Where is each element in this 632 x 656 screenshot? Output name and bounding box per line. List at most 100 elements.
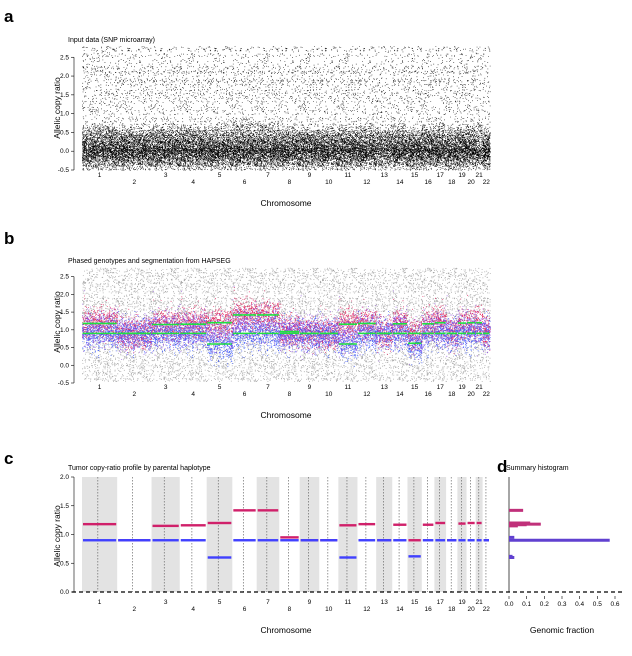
panel-a-y-tick-label: 2.5 xyxy=(60,54,69,61)
panel-c-chr-label: 3 xyxy=(164,599,168,606)
panel-b-gray-points xyxy=(82,267,491,382)
panel-c-low-segment xyxy=(339,556,357,559)
panel-c-chr-label: 12 xyxy=(363,606,371,613)
panel-c-chr-label: 20 xyxy=(467,606,475,613)
panel-c-shade-band xyxy=(82,477,118,592)
panel-c-chromosome-labels: 1 3 5 7 9 11 13 15 17 19 212 4 6 8 10 12 14 16 18 20 22 xyxy=(98,599,491,613)
panel-c-high-segment xyxy=(339,524,357,527)
panel-c-shade-band xyxy=(434,477,447,592)
panel-b-chr-label: 16 xyxy=(424,391,432,398)
panel-a-y-tick-label: -0.5 xyxy=(58,167,70,174)
panel-c-segments xyxy=(83,509,489,559)
panel-c-shade-band xyxy=(376,477,393,592)
panel-a-chr-label: 8 xyxy=(288,179,292,186)
panel-c-chr-label: 13 xyxy=(381,599,389,606)
panel-b-y-tick-label: 1.0 xyxy=(60,327,69,334)
panel-a-chr-label: 22 xyxy=(483,179,491,186)
panel-c-chr-label: 2 xyxy=(133,606,137,613)
panel-c-high-segment xyxy=(280,536,299,539)
panel-c-low-segment xyxy=(300,539,319,542)
panel-b-y-tick-label: 1.5 xyxy=(60,309,69,316)
panel-a-y-tick-label: 0.5 xyxy=(60,129,69,136)
panel-c-low-segment xyxy=(422,539,434,542)
panel-b-points xyxy=(82,267,491,382)
panel-d-x-tick-label: 0.3 xyxy=(557,601,566,608)
panel-b-chr-label: 1 xyxy=(98,384,102,391)
panel-b-chr-label: 13 xyxy=(381,384,389,391)
panel-a-chr-label: 7 xyxy=(266,172,270,179)
panel-c-y-tick-label: 1.5 xyxy=(60,503,69,510)
panel-c-low-segment xyxy=(180,539,206,542)
panel-d-x-tick-label: 0.1 xyxy=(522,601,531,608)
panel-b-chr-label: 19 xyxy=(458,384,466,391)
panel-c-low-segment xyxy=(458,539,466,542)
panel-b-chr-label: 15 xyxy=(411,384,419,391)
panel-c-y-tick-label: 0.5 xyxy=(60,560,69,567)
panel-b-y-axis: -0.5 0.0 0.5 1.0 1.5 2.0 2.5 xyxy=(58,274,75,387)
panel-c-low-segment xyxy=(207,556,232,559)
panel-c-high-segment xyxy=(458,522,466,525)
panel-c-y-tick-label: 1.0 xyxy=(60,532,69,539)
panel-a-chr-label: 21 xyxy=(476,172,484,179)
panel-b-chr-label: 2 xyxy=(133,391,137,398)
panel-b-plot: -0.50.00.51.01.52.02.51 3 5 7 9 11 13 15 17 19 212… xyxy=(58,267,491,398)
panel-b-segments xyxy=(82,314,490,345)
panel-c-low-segment xyxy=(152,539,179,542)
panel-b-chr-label: 17 xyxy=(437,384,445,391)
panel-c-low-segment xyxy=(476,539,482,542)
panel-b-red-points xyxy=(82,287,491,355)
panel-c-ylabel: Allelic copy ratio xyxy=(52,505,62,567)
panel-c-low-segment xyxy=(377,539,392,542)
panel-b-chr-label: 9 xyxy=(308,384,312,391)
panel-c-low-segment xyxy=(408,555,421,558)
panel-a-y-tick-label: 1.0 xyxy=(60,111,69,118)
panel-c-xlabel: Chromosome xyxy=(260,625,311,635)
panel-c-chr-label: 6 xyxy=(243,606,247,613)
panel-a-chr-label: 13 xyxy=(381,172,389,179)
panel-a-chr-label: 12 xyxy=(363,179,371,186)
panel-c-shade-band xyxy=(475,477,483,592)
panel-d-xlabel: Genomic fraction xyxy=(530,625,595,635)
panel-c-low-segment xyxy=(467,539,475,542)
panel-a-chr-label: 4 xyxy=(191,179,195,186)
panel-c-high-segment xyxy=(180,524,206,527)
panel-b-chr-label: 6 xyxy=(243,391,247,398)
panel-b-title: Phased genotypes and segmentation from H… xyxy=(68,258,231,265)
panel-d-bars xyxy=(509,508,610,559)
panel-d-x-tick-label: 0.4 xyxy=(575,601,584,608)
panel-c-y-tick-label: 0.0 xyxy=(60,589,69,596)
panel-d-x-tick-label: 0.6 xyxy=(610,601,619,608)
panel-d-bar xyxy=(509,508,524,512)
panel-c-low-segment xyxy=(435,539,446,542)
panel-b-chr-label: 4 xyxy=(191,391,195,398)
panel-c-high-segment xyxy=(83,522,117,526)
panel-c-chr-label: 15 xyxy=(411,599,419,606)
panel-c-high-segment xyxy=(207,521,232,525)
panel-c-shade-band xyxy=(407,477,422,592)
panel-c-high-segment xyxy=(233,509,256,512)
panel-b-chr-label: 11 xyxy=(345,384,352,391)
panel-d-bar xyxy=(509,538,610,542)
panel-c-low-segment xyxy=(83,539,117,542)
panel-c-chr-label: 4 xyxy=(191,606,195,613)
panel-c-shade-band xyxy=(457,477,467,592)
panel-c-y-tick-label: 2.0 xyxy=(60,474,69,481)
panel-b-chr-label: 10 xyxy=(325,391,333,398)
panel-b-chr-label: 7 xyxy=(266,384,270,391)
panel-a-chr-label: 1 xyxy=(98,172,102,179)
panel-b-chr-label: 22 xyxy=(483,391,491,398)
panel-d-x-tick-label: 0.0 xyxy=(504,601,513,608)
panel-a-y-tick-label: 1.5 xyxy=(60,92,69,99)
panel-d-bar xyxy=(509,535,515,539)
panel-d-x-tick-label: 0.2 xyxy=(540,601,549,608)
panel-c-high-segment xyxy=(358,522,376,526)
panel-label-d: d xyxy=(497,457,507,476)
panel-c-chr-label: 9 xyxy=(308,599,312,606)
panel-c-high-segment xyxy=(408,539,421,542)
panel-c-high-segment xyxy=(435,521,446,525)
panel-c-low-segment xyxy=(320,539,338,542)
panel-a-y-tick-label: 2.0 xyxy=(60,73,69,80)
panel-c-high-segment xyxy=(476,521,482,525)
panel-c-high-segment xyxy=(393,523,407,526)
panel-a-chr-label: 19 xyxy=(458,172,466,179)
